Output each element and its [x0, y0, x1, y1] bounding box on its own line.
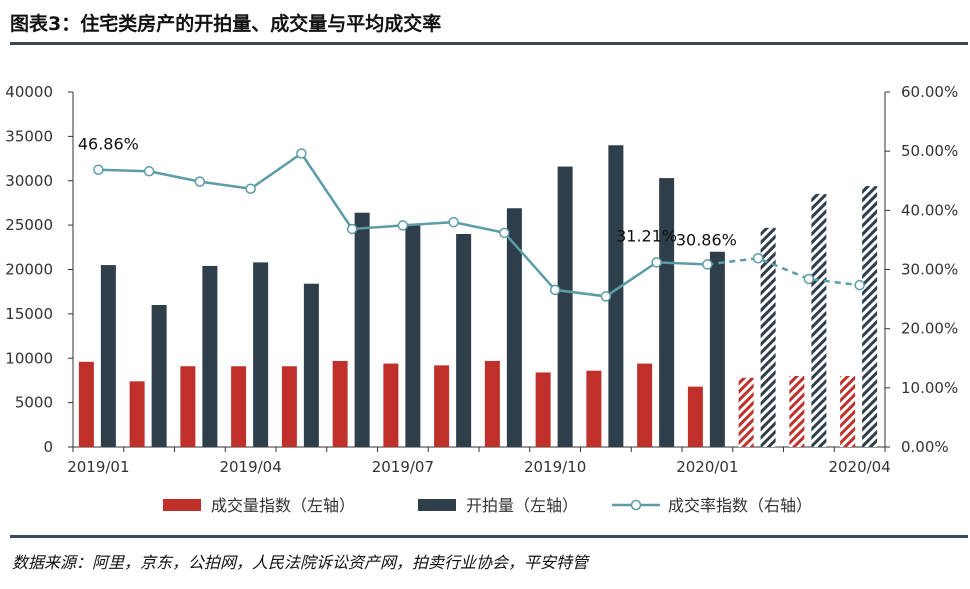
left-y-axis: 0 5000 10000 15000 20000 25000 30000 35000 40000: [5, 83, 74, 456]
right-tick-label: 60.00%: [901, 83, 958, 101]
right-tick-label: 40.00%: [901, 201, 958, 219]
right-tick-label: 0.00%: [901, 438, 949, 456]
x-tick-label: 2020/04: [828, 458, 890, 476]
bar-deal-volume: [586, 370, 602, 447]
deal-rate-marker: [651, 257, 662, 268]
bar-auction-volume: [760, 227, 776, 447]
deal-rate-marker: [397, 220, 409, 231]
legend-auction-volume-swatch: [418, 499, 456, 511]
bar-auction-volume: [811, 194, 827, 447]
legend-deal-volume-label: 成交量指数（左轴）: [211, 496, 355, 515]
deal-rate-marker: [600, 291, 612, 302]
legend: 成交量指数（左轴） 开拍量（左轴） 成交率指数（右轴）: [163, 496, 812, 515]
bar-deal-volume: [738, 377, 754, 447]
bar-auction-volume: [506, 208, 522, 447]
bar-deal-volume: [231, 366, 247, 447]
deal-rate-marker: [93, 164, 104, 175]
data-label: 31.21%: [616, 226, 677, 245]
bar-deal-volume: [332, 360, 348, 447]
top-divider: [10, 42, 968, 45]
bar-deal-volume: [535, 372, 551, 447]
deal-rate-marker: [346, 223, 358, 235]
legend-deal-rate-swatch-marker: [630, 499, 642, 511]
source-note: 数据来源：阿里，京东，公拍网，人民法院诉讼资产网，拍卖行业协会，平安特管: [12, 553, 589, 572]
chart-title: 图表3：住宅类房产的开拍量、成交量与平均成交率: [10, 13, 442, 35]
left-tick-label: 0: [43, 438, 53, 456]
bar-series: [78, 145, 878, 448]
legend-auction-volume-label: 开拍量（左轴）: [466, 496, 578, 515]
bar-deal-volume: [637, 363, 653, 447]
right-tick-label: 10.00%: [901, 379, 958, 397]
deal-rate-marker: [549, 284, 561, 296]
right-tick-label: 30.00%: [901, 261, 958, 279]
bar-deal-volume: [78, 361, 94, 447]
left-tick-label: 15000: [5, 305, 53, 323]
bar-deal-volume: [180, 366, 196, 447]
deal-rate-marker: [499, 227, 510, 239]
left-tick-label: 35000: [5, 127, 53, 145]
deal-rate-marker: [143, 166, 155, 177]
deal-rate-marker: [194, 176, 206, 187]
left-tick-label: 10000: [5, 349, 53, 367]
deal-rate-marker: [296, 148, 307, 159]
bar-auction-volume: [303, 283, 319, 447]
bar-auction-volume: [659, 178, 675, 447]
legend-deal-rate-label: 成交率指数（右轴）: [668, 496, 812, 515]
deal-rate-marker: [245, 183, 256, 194]
x-tick-label: 2020/01: [676, 458, 738, 476]
bar-deal-volume: [840, 376, 856, 447]
legend-deal-volume-swatch: [163, 499, 201, 511]
data-label: 30.86%: [676, 230, 737, 249]
left-tick-label: 30000: [5, 172, 53, 190]
bar-auction-volume: [862, 186, 878, 447]
bar-deal-volume: [484, 360, 500, 447]
bar-deal-volume: [383, 363, 399, 447]
deal-rate-line-estimated: [707, 256, 860, 287]
bar-deal-volume: [129, 381, 145, 447]
left-tick-label: 25000: [5, 216, 53, 234]
bar-auction-volume: [253, 262, 269, 447]
bar-auction-volume: [557, 166, 573, 448]
left-tick-label: 5000: [15, 394, 53, 412]
x-tick-label: 2019/04: [219, 458, 281, 476]
deal-rate-marker: [448, 216, 459, 228]
bar-auction-volume: [100, 265, 116, 447]
x-tick-label: 2019/10: [524, 458, 586, 476]
x-tick-label: 2019/07: [372, 458, 434, 476]
annotations: 46.86% 31.21%30.86%: [78, 135, 737, 250]
bar-auction-volume: [354, 212, 370, 447]
x-tick-label: 2019/01: [67, 458, 129, 476]
bar-deal-volume: [687, 386, 703, 447]
deal-rate-marker: [854, 279, 865, 291]
right-tick-label: 20.00%: [901, 320, 958, 338]
right-tick-label: 50.00%: [901, 142, 958, 160]
chart-canvas: 0 5000 10000 15000 20000 25000 30000 35000 40000…: [5, 83, 958, 515]
deal-rate-marker: [803, 273, 815, 285]
right-y-axis: 0.00% 10.00% 20.00% 30.00% 40.00% 50.00% 60.00…: [884, 83, 958, 456]
bar-deal-volume: [281, 366, 297, 447]
bar-auction-volume: [709, 251, 725, 447]
left-tick-label: 40000: [5, 83, 53, 101]
line-series: [93, 148, 865, 302]
left-tick-label: 20000: [5, 261, 53, 279]
bar-deal-volume: [434, 365, 450, 447]
bar-auction-volume: [151, 305, 167, 447]
data-label: 46.86%: [78, 135, 139, 154]
x-axis: 2019/01 2019/04 2019/07 2019/10 2020/01 2020/…: [67, 446, 891, 476]
bar-auction-volume: [456, 234, 472, 447]
deal-rate-marker: [702, 259, 713, 270]
bottom-divider: [10, 535, 968, 538]
bar-auction-volume: [405, 224, 421, 447]
bar-auction-volume: [202, 265, 218, 447]
bar-auction-volume: [608, 145, 624, 447]
deal-rate-marker: [752, 253, 764, 264]
bar-deal-volume: [789, 376, 805, 447]
